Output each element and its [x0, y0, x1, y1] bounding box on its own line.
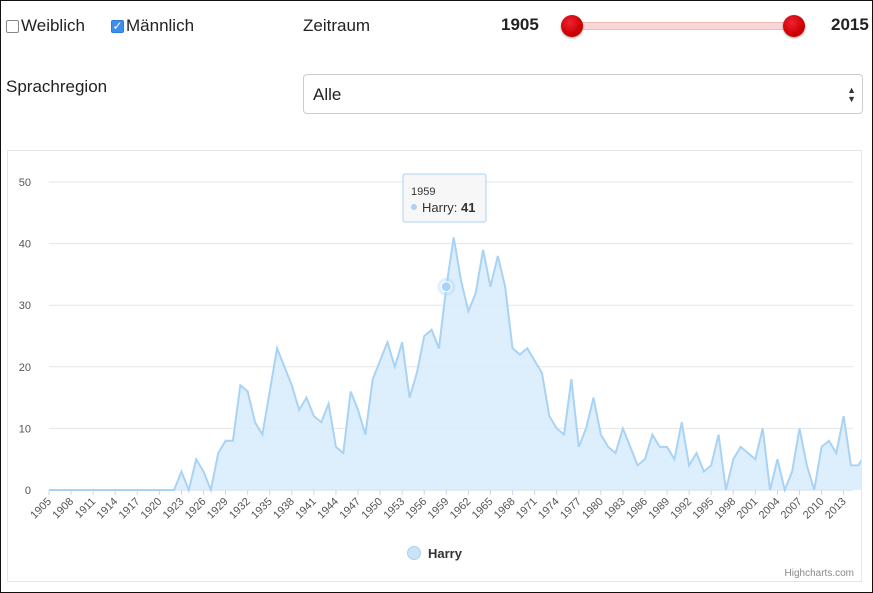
x-tick-label: 1998: [713, 496, 739, 522]
x-tick-label: 1908: [50, 496, 76, 522]
x-tick-label: 1992: [668, 496, 694, 522]
x-tick-label: 1986: [624, 496, 650, 522]
region-select[interactable]: Alle ▲ ▼: [303, 74, 863, 114]
x-tick-label: 1980: [580, 496, 606, 522]
name-frequency-chart: 0 10 20 30 40 50 1905190819111914191719201923…: [19, 173, 867, 579]
x-tick-label: 1947: [337, 496, 363, 522]
y-tick-label: 0: [25, 485, 31, 497]
x-tick-label: 1926: [183, 496, 209, 522]
legend-marker-icon[interactable]: [407, 546, 421, 560]
x-tick-label: 1911: [73, 496, 98, 521]
credits-link[interactable]: Highcharts.com: [785, 568, 854, 579]
female-label: Weiblich: [21, 16, 85, 35]
x-tick-label: 1983: [602, 496, 628, 522]
x-tick-label: 1977: [558, 496, 584, 522]
male-checkbox[interactable]: ✓ Männlich: [111, 16, 194, 36]
x-tick-label: 1935: [249, 496, 275, 522]
year-range-slider-track[interactable]: [572, 22, 794, 30]
y-tick-label: 50: [19, 177, 31, 189]
x-tick-label: 1974: [536, 496, 562, 522]
x-tick-label: 1995: [691, 496, 717, 522]
year-from-value: 1905: [501, 15, 539, 34]
x-tick-label: 1962: [448, 496, 474, 522]
x-tick-label: 1953: [381, 496, 407, 522]
year-to-handle[interactable]: [783, 15, 805, 37]
x-tick-label: 1959: [426, 496, 452, 522]
tooltip-year: 1959: [411, 186, 435, 198]
x-tick-label: 1971: [514, 496, 540, 522]
x-tick-label: 1965: [470, 496, 496, 522]
tooltip-series: Harry: 41: [422, 200, 475, 215]
chart-container: 0 10 20 30 40 50 1905 1908 1911 1914 1917 1920 1923…: [7, 150, 867, 582]
x-tick-label: 1989: [646, 496, 672, 522]
x-tick-label: 1905: [28, 496, 54, 522]
y-axis: 0 10 20 30 40 50: [19, 177, 31, 497]
checkbox-box[interactable]: ✓: [111, 19, 124, 33]
y-tick-label: 20: [19, 362, 31, 374]
x-tick-label: 1950: [359, 496, 385, 522]
x-tick-label: 2007: [779, 496, 805, 522]
legend-item-harry[interactable]: Harry: [428, 546, 463, 561]
x-tick-label: 1932: [227, 496, 253, 522]
y-tick-label: 10: [19, 423, 31, 435]
checkbox-box[interactable]: [6, 19, 19, 33]
male-label: Männlich: [126, 16, 195, 35]
x-tick-label: 1920: [139, 496, 165, 522]
year-from-handle[interactable]: [561, 15, 583, 37]
x-tick-label: 1929: [205, 496, 231, 522]
x-tick-label: 1917: [117, 496, 143, 522]
hover-point[interactable]: [440, 281, 452, 293]
y-tick-label: 30: [19, 300, 31, 312]
x-tick-label: 1914: [95, 496, 121, 522]
x-tick-label: 1944: [315, 496, 341, 522]
region-select-value: Alle: [313, 85, 342, 104]
tooltip-bullet-icon: [411, 204, 417, 210]
x-tick-label: 1923: [161, 496, 187, 522]
region-label: Sprachregion: [6, 77, 108, 96]
x-tick-label: 1941: [293, 496, 319, 522]
year-to-value: 2015: [831, 15, 869, 34]
legend[interactable]: Harry: [407, 546, 463, 561]
tooltip: 1959 Harry: 41: [402, 173, 487, 223]
select-arrows-icon: ▲ ▼: [847, 85, 856, 104]
x-axis: 1905190819111914191719201923192619291932…: [28, 489, 853, 522]
hover-marker: [437, 277, 456, 296]
x-tick-label: 1968: [492, 496, 518, 522]
x-tick-label: 1938: [271, 496, 297, 522]
x-tick-label: 2004: [757, 496, 783, 522]
x-tick-label: 1956: [404, 496, 430, 522]
x-tick-label: 2010: [801, 496, 827, 522]
female-checkbox[interactable]: Weiblich: [6, 16, 85, 36]
series-line-harry[interactable]: [49, 237, 867, 494]
period-label: Zeitraum: [303, 16, 371, 35]
x-tick-label: 2001: [735, 496, 761, 522]
series-area-harry: [49, 237, 866, 490]
y-tick-label: 40: [19, 239, 31, 251]
x-tick-label: 2013: [823, 496, 849, 522]
